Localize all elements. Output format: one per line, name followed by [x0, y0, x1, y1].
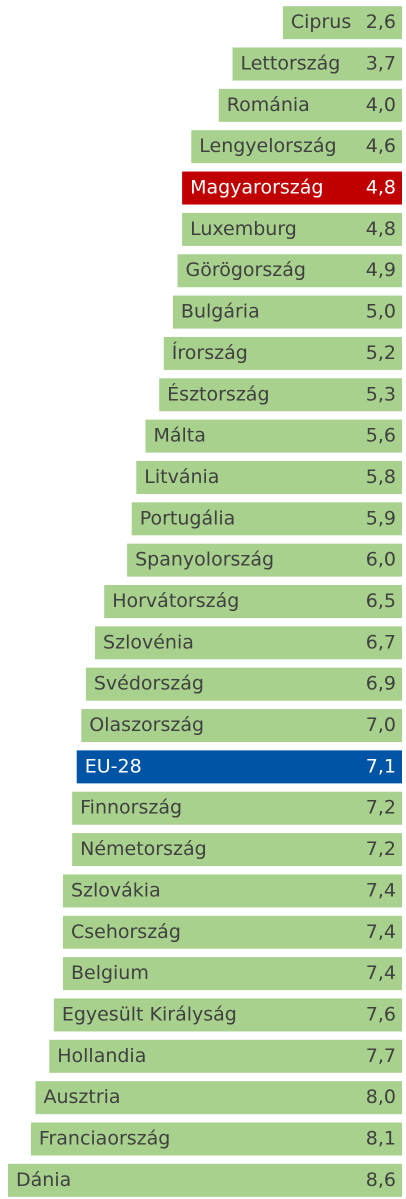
- category-label: EU-28: [85, 755, 142, 777]
- category-label: Bulgária: [181, 301, 260, 323]
- value-label: 5,3: [366, 383, 396, 405]
- bar: [218, 88, 402, 122]
- category-label: Horvátország: [112, 590, 239, 612]
- bar: [30, 1122, 402, 1156]
- value-label: 5,2: [366, 342, 396, 364]
- value-label: 4,9: [366, 259, 396, 281]
- category-label: Görögország: [186, 259, 306, 281]
- value-label: 3,7: [366, 53, 396, 75]
- bar: [182, 212, 402, 246]
- category-label: Belgium: [71, 962, 149, 984]
- bar: [182, 171, 402, 205]
- category-label: Dánia: [16, 1169, 71, 1191]
- category-label: Szlovénia: [103, 631, 194, 653]
- value-label: 7,4: [366, 879, 396, 901]
- category-label: Luxemburg: [190, 218, 297, 240]
- value-label: 5,0: [366, 301, 396, 323]
- bar: [81, 709, 403, 743]
- bar: [76, 750, 402, 784]
- value-label: 8,1: [366, 1127, 396, 1149]
- category-label: Franciaország: [39, 1127, 170, 1149]
- category-label: Svédország: [94, 673, 204, 695]
- bar: [159, 378, 402, 412]
- bar: [53, 998, 402, 1032]
- bar: [163, 336, 402, 370]
- category-label: Írország: [172, 341, 248, 364]
- value-label: 7,0: [366, 714, 396, 736]
- category-label: Lengyelország: [199, 135, 336, 157]
- bar: [282, 6, 402, 40]
- value-label: 7,4: [366, 921, 396, 943]
- value-label: 5,8: [366, 466, 396, 488]
- bar: [104, 585, 403, 618]
- bar: [62, 915, 402, 949]
- bar: [49, 1039, 403, 1073]
- bar: [95, 626, 402, 660]
- category-label: Finnország: [80, 797, 182, 819]
- value-label: 7,6: [366, 1003, 396, 1025]
- value-label: 4,8: [366, 218, 396, 240]
- category-label: Portugália: [140, 507, 236, 529]
- category-label: Hollandia: [57, 1045, 146, 1067]
- bar: [72, 833, 403, 867]
- value-label: 4,0: [366, 94, 396, 116]
- value-label: 4,6: [366, 135, 396, 157]
- category-label: Németország: [80, 838, 207, 860]
- bar: [177, 254, 402, 288]
- category-label: Ausztria: [43, 1086, 120, 1108]
- category-label: Románia: [227, 94, 310, 116]
- bar: [191, 130, 402, 164]
- value-label: 6,5: [366, 590, 396, 612]
- value-label: 6,7: [366, 631, 396, 653]
- category-label: Lettország: [240, 53, 340, 75]
- bar: [145, 419, 402, 453]
- value-label: 7,2: [366, 797, 396, 819]
- value-label: 6,9: [366, 673, 396, 695]
- category-label: Szlovákia: [71, 879, 161, 901]
- bar: [35, 1081, 402, 1115]
- value-label: 6,0: [366, 549, 396, 571]
- value-label: 5,9: [366, 507, 396, 529]
- category-label: Olaszország: [89, 714, 204, 736]
- value-label: 7,2: [366, 838, 396, 860]
- bar: [62, 874, 402, 908]
- bar: [232, 47, 402, 81]
- bar: [62, 957, 402, 991]
- category-label: Észtország: [167, 382, 269, 405]
- value-label: 8,0: [366, 1086, 396, 1108]
- bar: [72, 791, 403, 825]
- category-label: Ciprus: [291, 11, 351, 33]
- bar: [172, 295, 402, 329]
- category-label: Litvánia: [144, 466, 219, 488]
- value-label: 7,1: [366, 755, 396, 777]
- bar: [127, 543, 403, 577]
- category-label: Egyesült Királyság: [62, 1003, 237, 1025]
- category-label: Spanyolország: [135, 549, 274, 571]
- value-label: 8,6: [366, 1169, 396, 1191]
- bar: [8, 1163, 402, 1197]
- bar: [85, 667, 402, 701]
- value-label: 7,7: [366, 1045, 396, 1067]
- bar: [136, 460, 403, 494]
- category-label: Csehország: [71, 921, 181, 943]
- category-label: Magyarország: [190, 177, 323, 199]
- value-label: 5,6: [366, 425, 396, 447]
- value-label: 2,6: [366, 11, 396, 33]
- bar: [131, 502, 402, 536]
- category-label: Málta: [153, 425, 205, 447]
- value-label: 7,4: [366, 962, 396, 984]
- value-label: 4,8: [366, 177, 396, 199]
